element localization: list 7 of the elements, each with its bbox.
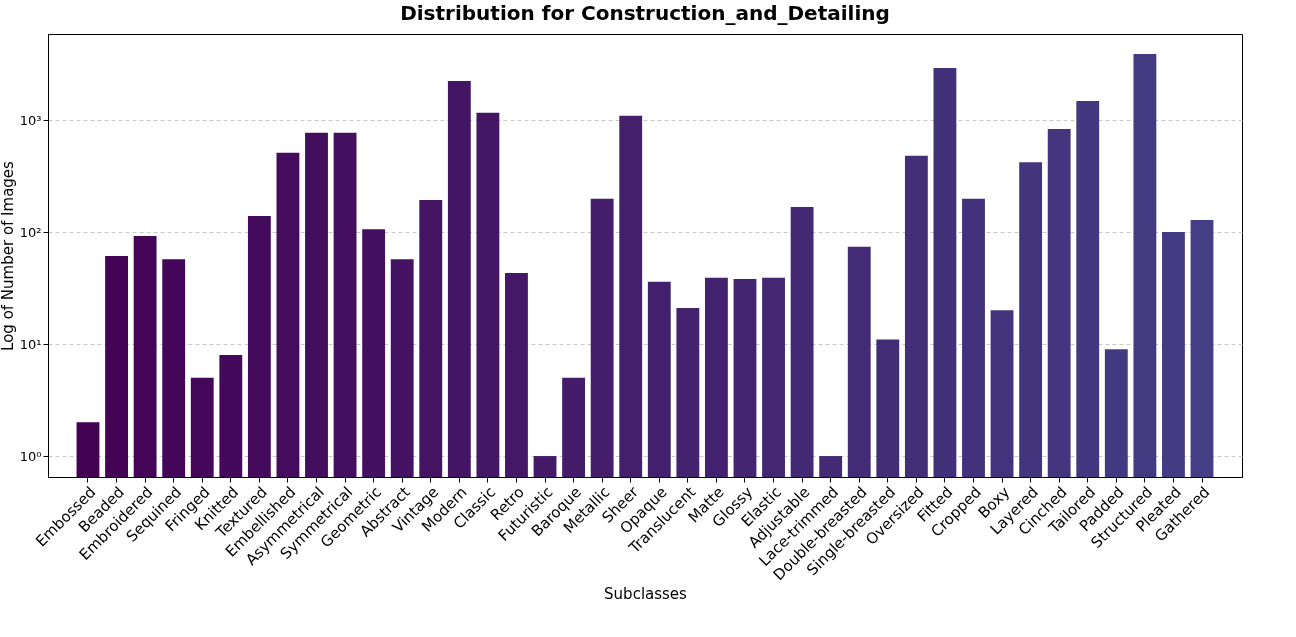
y-axis-title: Log of Number of Images bbox=[0, 160, 17, 351]
chart-title: Distribution for Construction_and_Detailing bbox=[400, 1, 890, 25]
x-axis-title: Subclasses bbox=[604, 585, 688, 604]
y-tick-label: 10¹ bbox=[19, 336, 42, 352]
y-tick-label: 10⁰ bbox=[19, 448, 42, 464]
y-tick-label: 10² bbox=[19, 224, 42, 240]
y-tick-label: 10³ bbox=[19, 112, 42, 128]
